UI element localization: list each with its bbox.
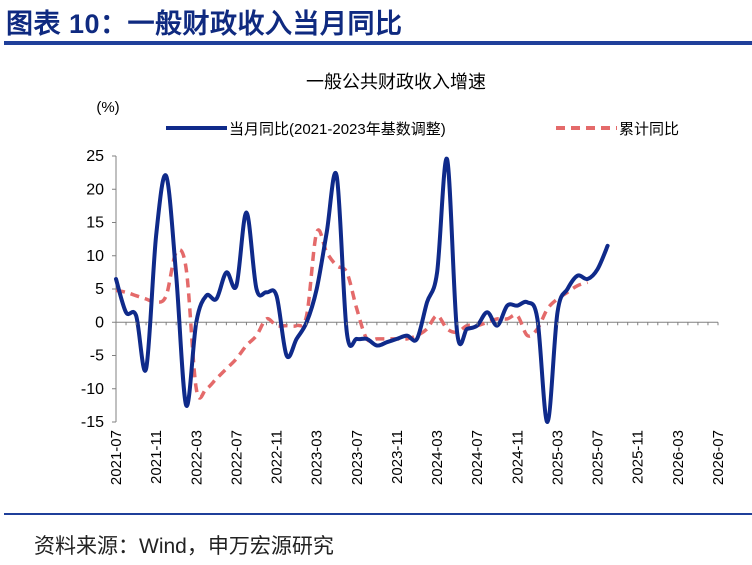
- legend-label-monthly: 当月同比(2021-2023年基数调整): [229, 121, 446, 138]
- axes: [115, 156, 718, 422]
- x-tick-label: 2025-11: [630, 430, 647, 484]
- bottom-divider: [4, 513, 752, 515]
- y-tick-label: 25: [86, 148, 104, 165]
- series-line-cumulative: [115, 228, 589, 400]
- title-divider: [4, 41, 752, 45]
- y-axis-label: (%): [96, 99, 119, 116]
- x-tick-label: 2022-11: [269, 430, 286, 484]
- x-tick-label: 2024-03: [429, 430, 446, 485]
- x-axis-ticks: 2021-07 2021-11 2022-03 2022-07 2022-11 2023-…: [108, 322, 727, 485]
- y-tick-label: -15: [81, 414, 104, 431]
- legend: 当月同比(2021-2023年基数调整) 累计同比: [166, 121, 679, 138]
- legend-label-cumulative: 累计同比: [619, 121, 679, 138]
- y-tick-label: 20: [86, 181, 104, 198]
- y-tick-label: -5: [90, 348, 104, 365]
- y-tick-label: 0: [95, 314, 104, 331]
- y-tick-label: -10: [81, 381, 104, 398]
- x-tick-label: 2021-07: [108, 430, 125, 485]
- x-tick-label: 2023-03: [309, 430, 326, 485]
- y-tick-label: 10: [86, 248, 104, 265]
- x-tick-label: 2022-07: [228, 430, 245, 485]
- series-layer: [114, 156, 610, 425]
- x-tick-label: 2025-03: [549, 430, 566, 485]
- x-tick-label: 2022-03: [188, 430, 205, 485]
- x-tick-label: 2021-11: [148, 430, 165, 484]
- source-note: 资料来源：Wind，申万宏源研究: [34, 535, 334, 558]
- x-tick-label: 2024-11: [509, 430, 526, 484]
- x-tick-label: 2023-07: [349, 430, 366, 485]
- x-tick-label: 2023-11: [389, 430, 406, 484]
- chart-title: 一般公共财政收入增速: [306, 72, 486, 92]
- series-line-monthly: [114, 156, 610, 425]
- x-tick-label: 2026-07: [710, 430, 727, 485]
- x-tick-label: 2026-03: [670, 430, 687, 485]
- chart-svg: 一般公共财政收入增速 (%) 当月同比(2021-2023年基数调整) 累计同比…: [81, 72, 727, 485]
- y-axis-ticks: 25 20 15 10 5 0 -5 -10 -15: [81, 148, 116, 431]
- y-tick-label: 15: [86, 215, 104, 232]
- x-tick-label: 2024-07: [469, 430, 486, 485]
- y-tick-label: 5: [95, 281, 104, 298]
- figure-title: 图表 10：一般财政收入当月同比: [6, 9, 403, 39]
- chart-container: 一般公共财政收入增速 (%) 当月同比(2021-2023年基数调整) 累计同比…: [0, 48, 752, 510]
- x-tick-label: 2025-07: [590, 430, 607, 485]
